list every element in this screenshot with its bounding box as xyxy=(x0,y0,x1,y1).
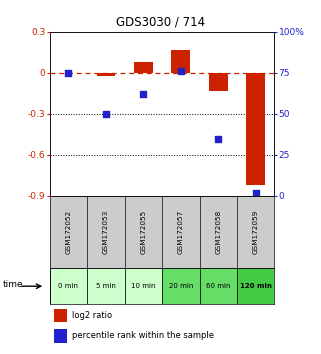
Point xyxy=(178,68,183,74)
Point xyxy=(103,111,108,117)
Text: 5 min: 5 min xyxy=(96,283,116,289)
Bar xyxy=(54,309,67,322)
Text: GSM172059: GSM172059 xyxy=(253,210,259,254)
Text: percentile rank within the sample: percentile rank within the sample xyxy=(72,331,214,340)
Text: GSM172057: GSM172057 xyxy=(178,210,184,254)
Text: 120 min: 120 min xyxy=(240,283,272,289)
Bar xyxy=(171,50,190,73)
Text: GSM172058: GSM172058 xyxy=(215,210,221,254)
Text: 10 min: 10 min xyxy=(131,283,156,289)
Text: 20 min: 20 min xyxy=(169,283,193,289)
Bar xyxy=(87,268,125,304)
Bar xyxy=(54,329,67,343)
Text: GSM172052: GSM172052 xyxy=(65,210,72,254)
Text: 0 min: 0 min xyxy=(58,283,78,289)
Bar xyxy=(125,268,162,304)
Text: GSM172055: GSM172055 xyxy=(140,210,146,254)
Bar xyxy=(97,73,115,76)
Text: log2 ratio: log2 ratio xyxy=(72,311,112,320)
Bar xyxy=(200,268,237,304)
Bar xyxy=(209,73,228,91)
Bar xyxy=(247,73,265,185)
Point xyxy=(141,91,146,97)
Bar xyxy=(134,62,153,73)
Bar xyxy=(50,268,87,304)
Text: 60 min: 60 min xyxy=(206,283,230,289)
Point xyxy=(216,136,221,141)
Point xyxy=(66,70,71,76)
Bar xyxy=(237,268,274,304)
Bar xyxy=(162,268,200,304)
Text: GSM172053: GSM172053 xyxy=(103,210,109,254)
Text: time: time xyxy=(3,280,24,289)
Text: GDS3030 / 714: GDS3030 / 714 xyxy=(116,16,205,29)
Point xyxy=(253,190,258,195)
